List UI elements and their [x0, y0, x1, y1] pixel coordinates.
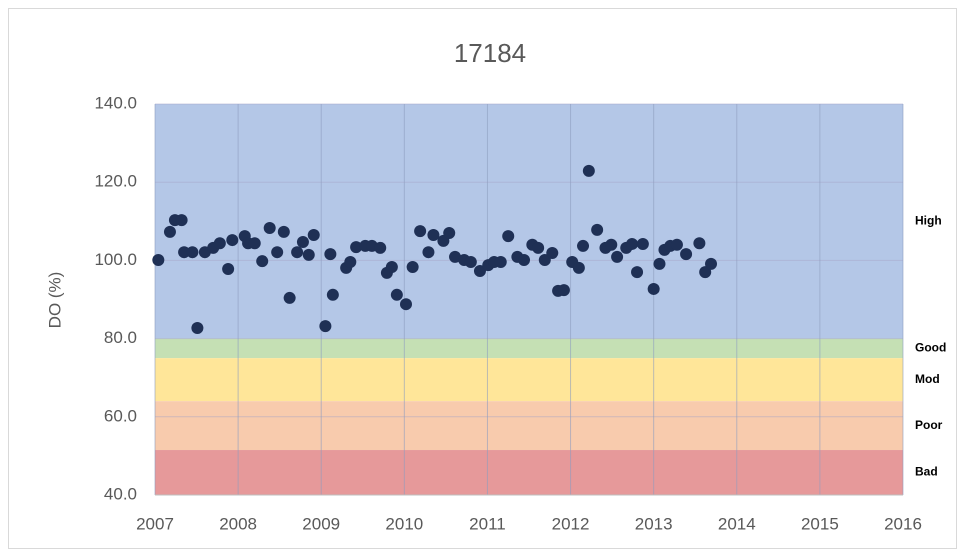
point — [226, 234, 239, 247]
point — [152, 254, 165, 267]
point — [532, 241, 545, 254]
x-tick-label: 2013 — [635, 514, 673, 533]
point — [473, 264, 486, 277]
band — [155, 401, 903, 451]
x-tick-label: 2014 — [718, 514, 756, 533]
x-tick-label: 2016 — [884, 514, 922, 533]
point — [324, 248, 337, 261]
chart-title: 17184 — [454, 38, 526, 68]
point — [414, 225, 427, 238]
point — [222, 263, 235, 276]
point — [326, 288, 339, 301]
band-label: Good — [915, 341, 946, 355]
x-tick-label: 2007 — [136, 514, 174, 533]
point — [572, 261, 585, 274]
point — [647, 282, 660, 295]
point — [626, 237, 639, 250]
band-label: Mod — [915, 372, 940, 386]
point — [178, 246, 191, 259]
point — [399, 298, 412, 311]
point — [307, 228, 320, 241]
x-tick-label: 2010 — [385, 514, 423, 533]
point — [464, 255, 477, 268]
band — [155, 358, 903, 402]
point — [385, 261, 398, 274]
point — [631, 266, 644, 279]
point — [518, 254, 531, 267]
point — [344, 255, 357, 268]
point — [546, 246, 559, 259]
y-axis-label: DO (%) — [45, 272, 64, 329]
x-tick-label: 2012 — [552, 514, 590, 533]
point — [502, 230, 515, 243]
point — [283, 291, 296, 304]
point — [670, 238, 683, 251]
band-label: Poor — [915, 418, 943, 432]
band — [155, 338, 903, 359]
y-tick-label: 40.0 — [104, 484, 137, 503]
point — [263, 221, 276, 234]
point — [422, 246, 435, 259]
point — [653, 257, 666, 270]
point — [557, 284, 570, 297]
point — [296, 236, 309, 249]
point — [605, 238, 618, 251]
point — [271, 246, 284, 259]
point — [390, 288, 403, 301]
point — [693, 237, 706, 250]
point — [256, 255, 269, 268]
point — [577, 239, 590, 252]
point — [494, 255, 507, 268]
point — [248, 237, 261, 250]
point — [163, 225, 176, 238]
x-tick-label: 2011 — [469, 514, 506, 533]
point — [449, 250, 462, 263]
x-tick-label: 2015 — [801, 514, 839, 533]
point — [291, 246, 304, 259]
point — [213, 237, 226, 250]
band-label: High — [915, 213, 942, 227]
y-tick-label: 140.0 — [94, 93, 137, 112]
point — [191, 322, 204, 335]
x-tick-label: 2009 — [302, 514, 340, 533]
point — [636, 237, 649, 250]
point — [319, 320, 332, 333]
point — [443, 227, 456, 240]
point — [350, 241, 363, 254]
point — [302, 248, 315, 261]
band — [155, 450, 903, 495]
point — [538, 254, 551, 267]
point — [374, 241, 387, 254]
y-tick-label: 80.0 — [104, 328, 137, 347]
y-tick-label: 120.0 — [94, 172, 137, 191]
point — [611, 250, 624, 263]
point — [175, 214, 188, 227]
y-tick-label: 100.0 — [94, 250, 137, 269]
band — [155, 104, 903, 339]
band-label: Bad — [915, 465, 938, 479]
point — [680, 248, 693, 261]
point — [582, 164, 595, 177]
x-tick-label: 2008 — [219, 514, 257, 533]
point — [427, 228, 440, 241]
point — [591, 223, 604, 236]
y-tick-label: 60.0 — [104, 406, 137, 425]
point — [186, 246, 199, 259]
point — [277, 225, 290, 238]
point — [406, 261, 419, 274]
point — [705, 257, 718, 270]
